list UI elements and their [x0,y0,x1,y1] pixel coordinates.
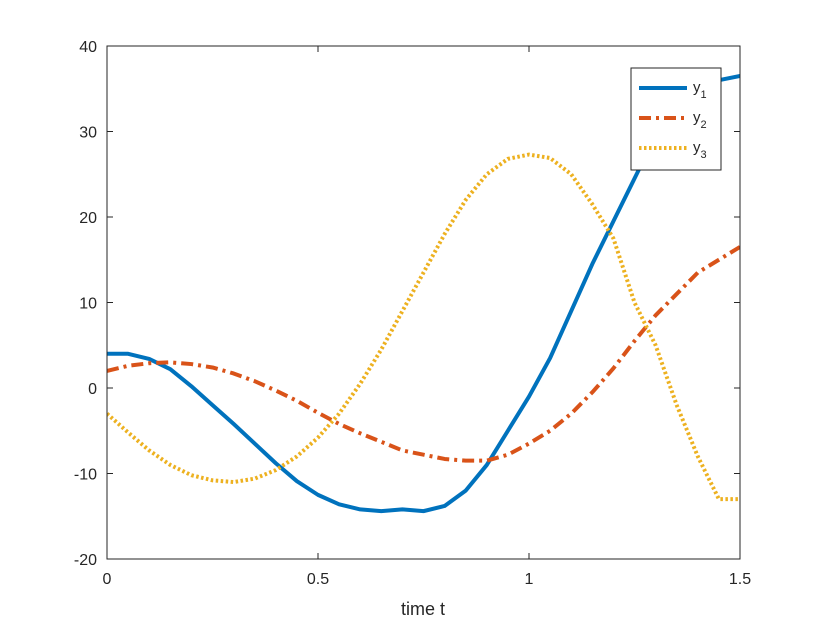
y-tick-label: 10 [79,296,97,313]
x-tick-label: 1.5 [729,571,751,588]
series-line-y2 [107,245,740,463]
x-axis-label: time t [401,599,445,619]
series-layer [107,73,740,514]
x-tick-label: 0.5 [307,571,329,588]
y-tick-label: 20 [79,210,97,227]
y-tick-label: -20 [74,552,97,569]
y-tick-label: -10 [74,467,97,484]
x-tick-label: 0 [103,571,112,588]
series-line-y1 [107,73,740,514]
series-line-y3 [107,152,740,502]
x-tick-label: 1 [525,571,534,588]
y-tick-label: 30 [79,125,97,142]
y-tick-label: 0 [88,381,97,398]
ticks-layer: 0 0.5 1 1.5 -20 -10 0 10 20 30 40 [74,39,751,588]
y-tick-label: 40 [79,39,97,56]
